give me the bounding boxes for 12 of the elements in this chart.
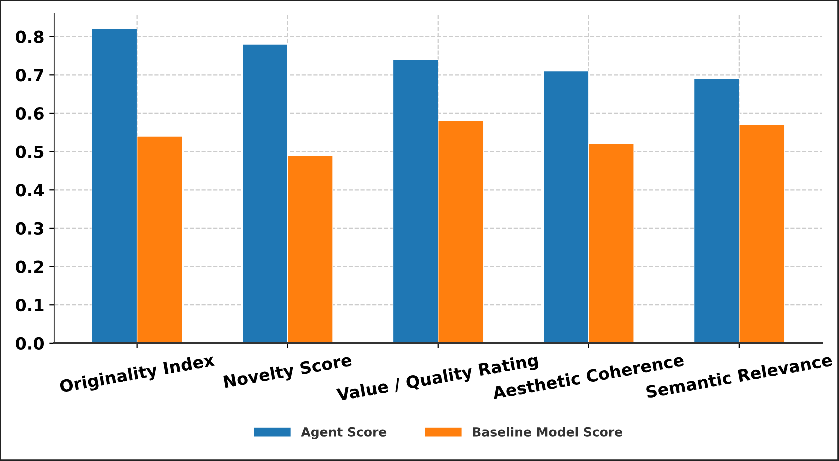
y-tick-label: 0.3 bbox=[16, 222, 44, 236]
y-tick-label: 0.7 bbox=[16, 69, 44, 82]
y-tick-label: 0.0 bbox=[16, 337, 44, 350]
y-tick-label: 0.1 bbox=[16, 299, 44, 312]
legend-label: Agent Score bbox=[301, 427, 387, 440]
x-tick-label: Originality Index bbox=[59, 353, 216, 396]
y-tick-label: 0.6 bbox=[16, 107, 44, 120]
y-tick-label: 0.8 bbox=[16, 30, 44, 44]
y-tick-label: 0.2 bbox=[16, 260, 44, 274]
y-tick-label: 0.4 bbox=[16, 184, 44, 197]
legend-label: Baseline Model Score bbox=[473, 427, 622, 437]
y-tick-label: 0.5 bbox=[16, 146, 44, 158]
